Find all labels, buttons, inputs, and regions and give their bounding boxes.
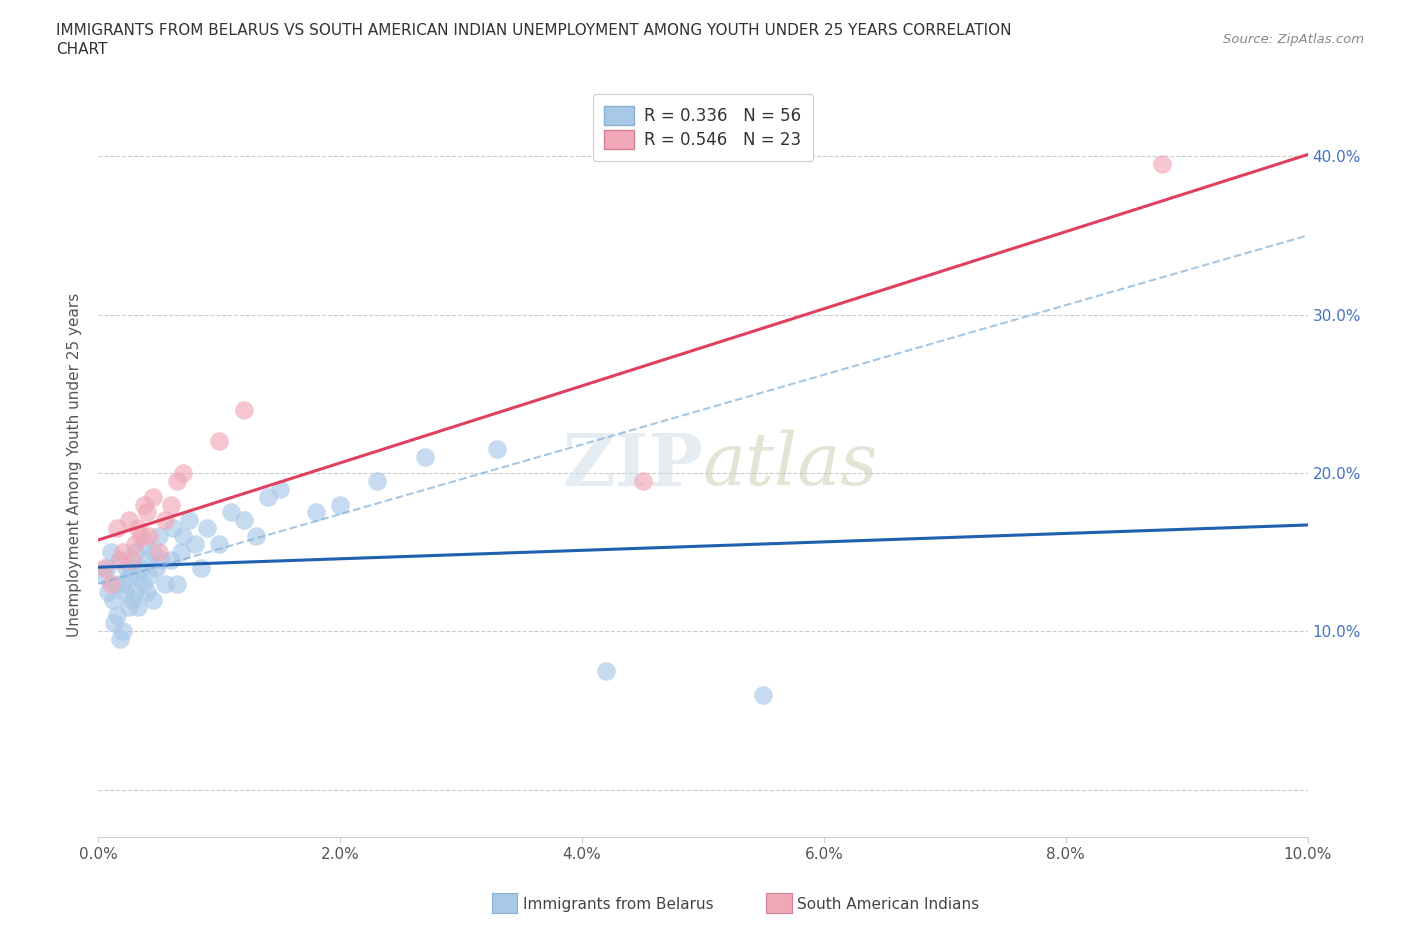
Text: South American Indians: South American Indians xyxy=(797,897,980,912)
Point xyxy=(184,537,207,551)
Point xyxy=(100,545,122,560)
Point xyxy=(221,505,243,520)
Point xyxy=(166,473,188,488)
Point xyxy=(120,561,142,576)
Point xyxy=(127,521,149,536)
Point xyxy=(105,608,128,623)
Text: CHART: CHART xyxy=(56,42,108,57)
Point xyxy=(108,631,131,646)
Point xyxy=(148,545,170,560)
Point xyxy=(124,545,146,560)
Point xyxy=(135,552,157,567)
Point xyxy=(134,537,156,551)
Point xyxy=(135,505,157,520)
Point xyxy=(153,513,176,528)
Point xyxy=(162,521,184,536)
Legend: R = 0.336   N = 56, R = 0.546   N = 23: R = 0.336 N = 56, R = 0.546 N = 23 xyxy=(593,94,813,161)
Text: IMMIGRANTS FROM BELARUS VS SOUTH AMERICAN INDIAN UNEMPLOYMENT AMONG YOUTH UNDER : IMMIGRANTS FROM BELARUS VS SOUTH AMERICA… xyxy=(56,23,1012,38)
Point xyxy=(1152,157,1174,172)
Point xyxy=(148,529,170,544)
Point xyxy=(138,568,160,583)
Point xyxy=(129,561,152,576)
Point xyxy=(103,616,125,631)
Point xyxy=(145,561,167,576)
Point xyxy=(138,529,160,544)
Point xyxy=(124,584,146,599)
Point xyxy=(118,513,141,528)
Point xyxy=(100,577,122,591)
Point xyxy=(150,552,173,567)
Point xyxy=(172,466,194,481)
Point xyxy=(93,561,115,576)
Point xyxy=(179,513,201,528)
Point xyxy=(111,624,134,639)
Point xyxy=(153,577,176,591)
Point xyxy=(142,489,165,504)
Point xyxy=(132,577,155,591)
Point xyxy=(127,568,149,583)
Point xyxy=(127,600,149,615)
Point xyxy=(93,568,115,583)
Point xyxy=(366,473,388,488)
Text: Immigrants from Belarus: Immigrants from Belarus xyxy=(523,897,714,912)
Point xyxy=(169,545,191,560)
Point xyxy=(97,584,120,599)
Point xyxy=(118,568,141,583)
Point xyxy=(208,537,231,551)
Point xyxy=(305,505,328,520)
Point xyxy=(108,552,131,567)
Point xyxy=(752,687,775,702)
Point xyxy=(195,521,218,536)
Point xyxy=(631,473,654,488)
Point xyxy=(105,577,128,591)
Point xyxy=(114,584,136,599)
Point xyxy=(121,552,143,567)
Point xyxy=(269,482,291,497)
Point xyxy=(245,529,267,544)
Point xyxy=(232,402,254,417)
Point xyxy=(190,561,212,576)
Text: atlas: atlas xyxy=(703,430,879,500)
Point xyxy=(256,489,278,504)
Point xyxy=(124,537,146,551)
Text: ZIP: ZIP xyxy=(562,430,703,500)
Point xyxy=(108,552,131,567)
Point xyxy=(413,449,436,464)
Point xyxy=(595,663,617,678)
Point xyxy=(129,529,152,544)
Point xyxy=(96,561,118,576)
Point xyxy=(142,592,165,607)
Text: Source: ZipAtlas.com: Source: ZipAtlas.com xyxy=(1223,33,1364,46)
Point xyxy=(115,561,138,576)
Point xyxy=(135,584,157,599)
Point xyxy=(118,600,141,615)
Point xyxy=(160,552,183,567)
Point xyxy=(208,433,231,448)
Point xyxy=(142,545,165,560)
Point xyxy=(486,442,509,457)
Point xyxy=(166,577,188,591)
Point xyxy=(329,498,352,512)
Point xyxy=(105,521,128,536)
Point xyxy=(121,592,143,607)
Point xyxy=(160,498,183,512)
Point xyxy=(134,498,156,512)
Y-axis label: Unemployment Among Youth under 25 years: Unemployment Among Youth under 25 years xyxy=(67,293,83,637)
Point xyxy=(101,592,124,607)
Point xyxy=(232,513,254,528)
Point xyxy=(111,577,134,591)
Point xyxy=(111,545,134,560)
Point xyxy=(172,529,194,544)
